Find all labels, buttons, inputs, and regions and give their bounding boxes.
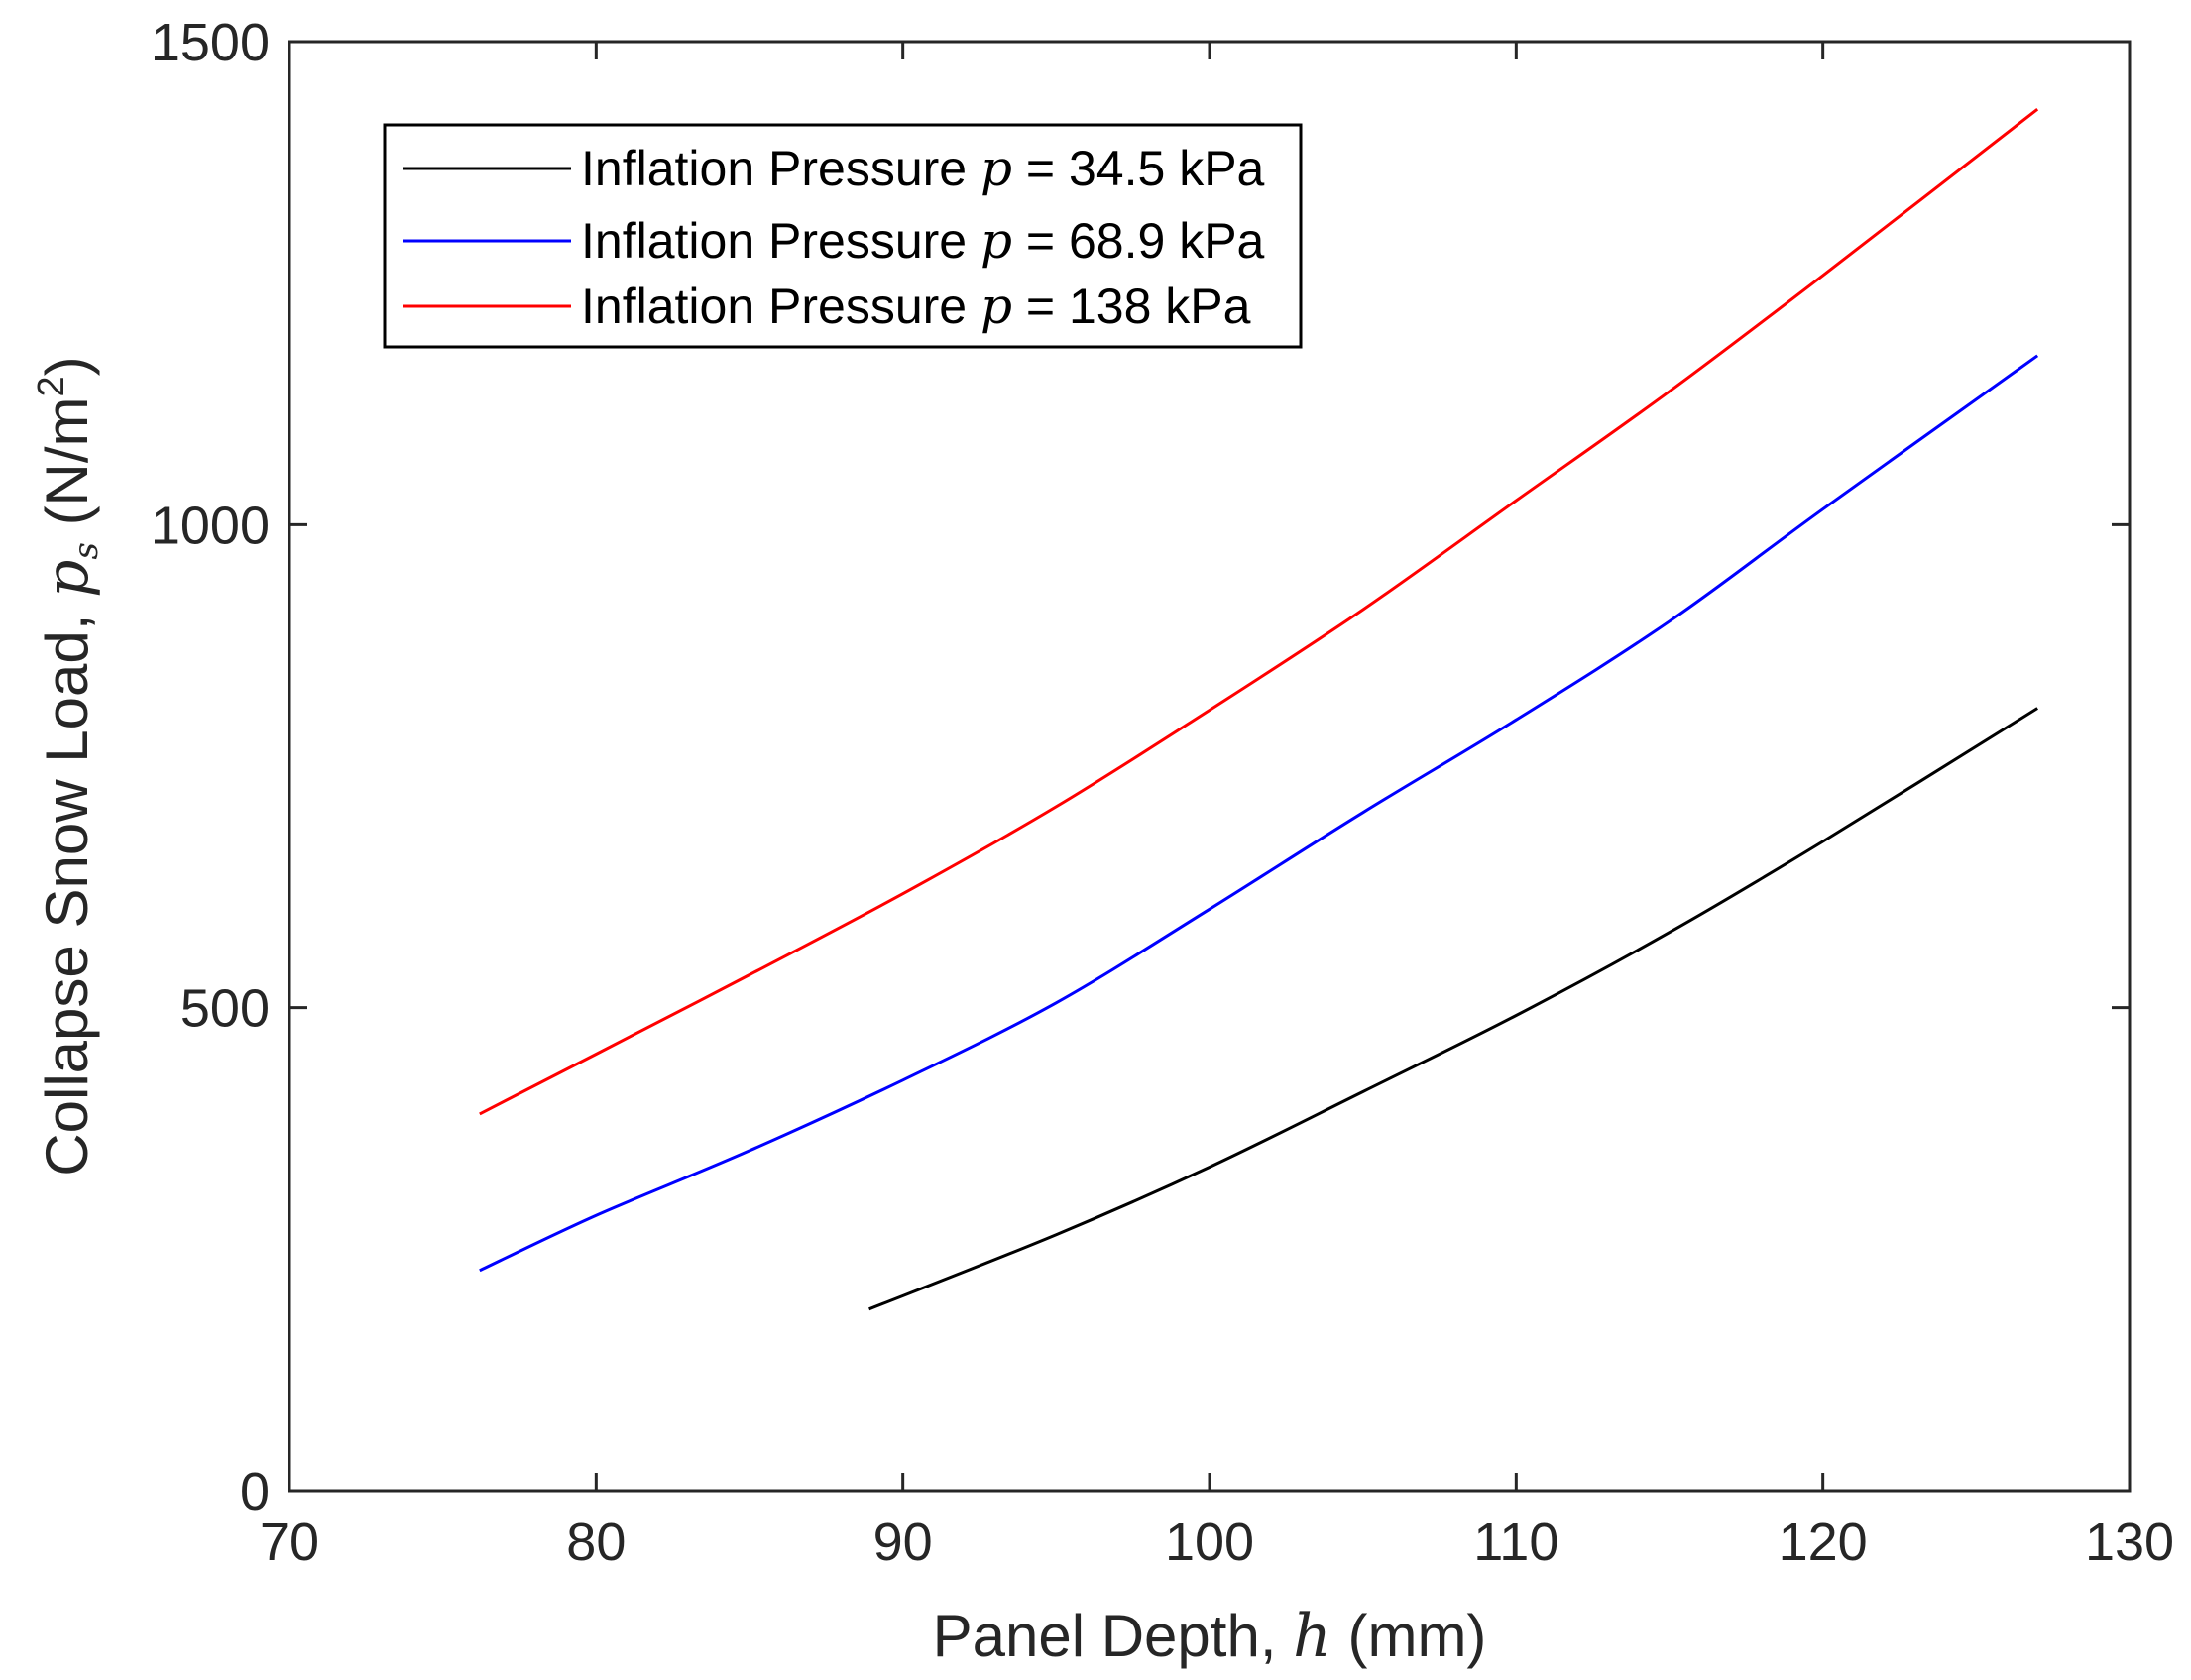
x-tick-label: 120 xyxy=(1779,1512,1868,1572)
x-tick-label: 100 xyxy=(1165,1512,1254,1572)
x-tick-label: 70 xyxy=(260,1512,319,1572)
x-tick-label: 130 xyxy=(2085,1512,2174,1572)
legend: Inflation Pressure p = 34.5 kPa Inflatio… xyxy=(383,123,1303,349)
x-tick-label: 90 xyxy=(873,1512,933,1572)
y-axis-label: Collapse Snow Load, ps (N/m2) xyxy=(31,356,106,1176)
series-line-0 xyxy=(868,707,2038,1311)
legend-entry-34-5: Inflation Pressure p = 34.5 kPa xyxy=(403,140,1265,197)
legend-label-68-9: Inflation Pressure p = 68.9 kPa xyxy=(581,212,1265,270)
x-tick-label: 110 xyxy=(1473,1512,1558,1572)
series-line-2 xyxy=(479,108,2039,1116)
y-tick-label: 0 xyxy=(240,1462,270,1521)
legend-box xyxy=(383,123,1303,349)
legend-label-138: Inflation Pressure p = 138 kPa xyxy=(581,278,1251,335)
x-axis-label: Panel Depth, h (mm) xyxy=(933,1602,1487,1671)
ticks-layer: 70 80 90 100 110 120 130 0 500 1000 1500 xyxy=(151,13,2174,1572)
legend-label-34-5: Inflation Pressure p = 34.5 kPa xyxy=(581,140,1265,197)
legend-entry-68-9: Inflation Pressure p = 68.9 kPa xyxy=(403,212,1265,270)
series-line-1 xyxy=(479,354,2039,1273)
y-tick-label: 1500 xyxy=(151,13,270,72)
y-tick-label: 1000 xyxy=(151,496,270,555)
legend-entry-138: Inflation Pressure p = 138 kPa xyxy=(403,278,1251,335)
series-layer xyxy=(479,108,2039,1311)
x-tick-label: 80 xyxy=(566,1512,626,1572)
y-tick-label: 500 xyxy=(180,979,270,1039)
